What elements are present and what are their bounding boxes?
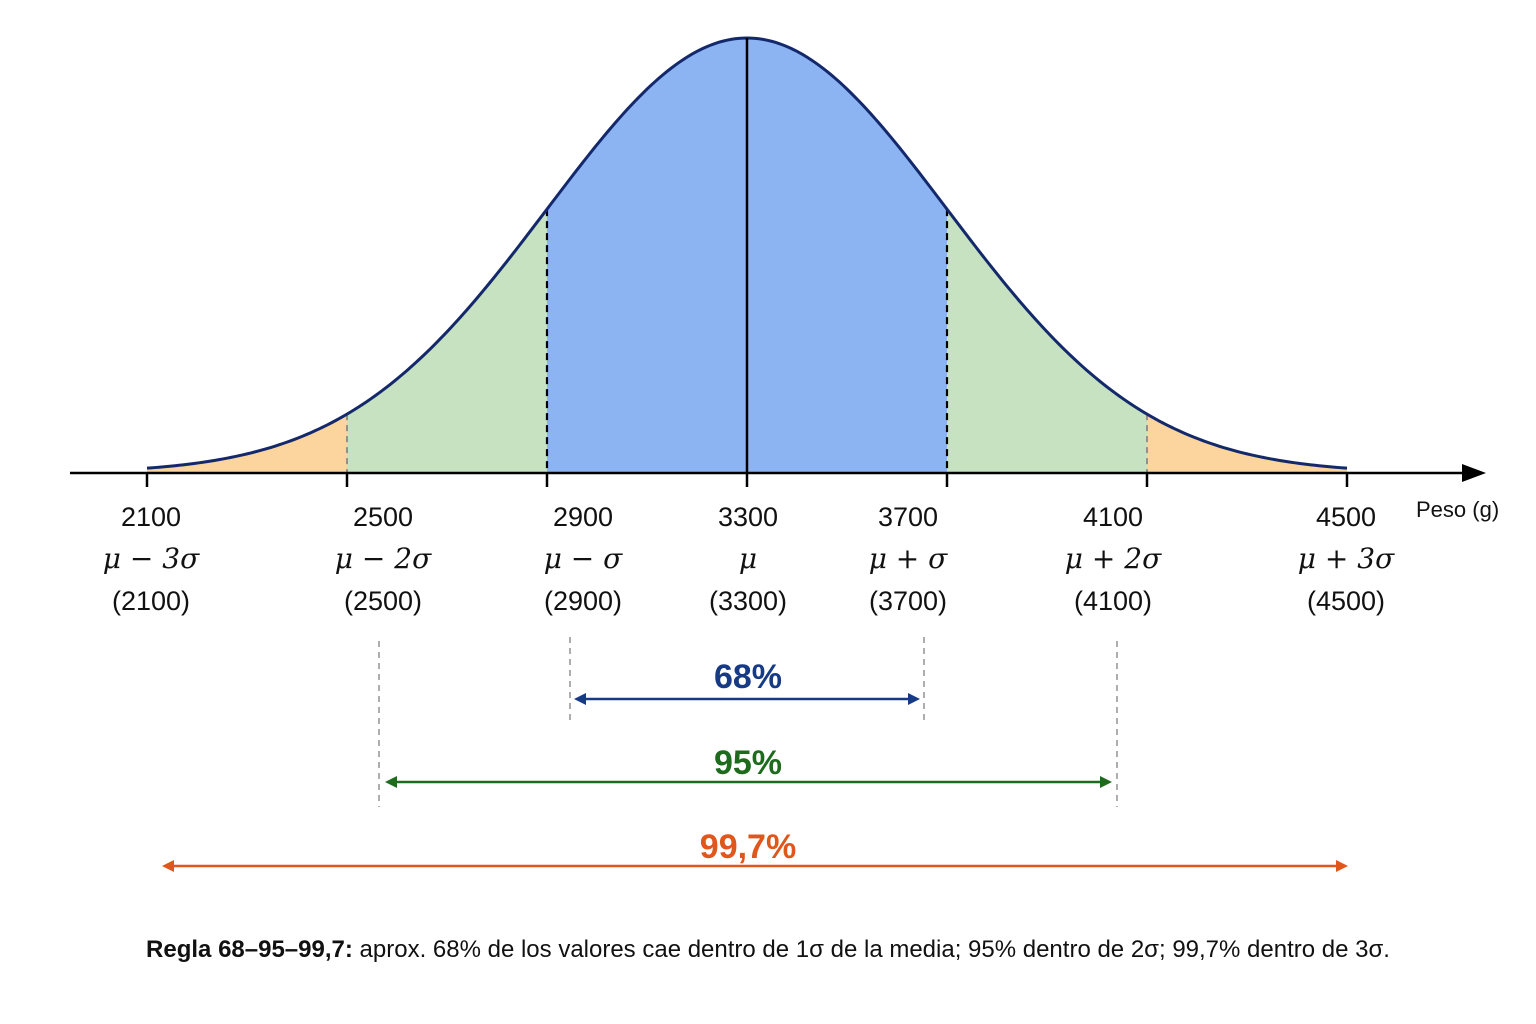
caption: Regla 68–95–99,7: aprox. 68% de los valo… xyxy=(0,936,1536,964)
x-axis-label: Peso (g) xyxy=(1416,497,1499,522)
x-axis: Peso (g) xyxy=(70,464,1499,522)
tick-symbol-2500: μ − 2σ xyxy=(335,542,432,575)
tick-symbol-3300: μ xyxy=(739,542,757,575)
tick-paren-2900: (2900) xyxy=(544,586,622,616)
interval-label-0: 68% xyxy=(714,658,782,696)
tick-paren-4100: (4100) xyxy=(1074,586,1152,616)
tick-value-4100: 4100 xyxy=(1083,502,1143,532)
tick-symbol-3700: μ + σ xyxy=(869,542,948,575)
tick-value-2900: 2900 xyxy=(553,502,613,532)
tick-symbol-4100: μ + 2σ xyxy=(1065,542,1162,575)
tick-symbol-4500: μ + 3σ xyxy=(1298,542,1395,575)
tick-value-2500: 2500 xyxy=(353,502,413,532)
tick-paren-2500: (2500) xyxy=(344,586,422,616)
interval-arrow-left-1 xyxy=(385,776,397,788)
caption-bold: Regla 68–95–99,7: xyxy=(146,936,353,963)
interval-arrow-right-1 xyxy=(1100,776,1112,788)
tick-value-3300: 3300 xyxy=(718,502,778,532)
tick-value-3700: 3700 xyxy=(878,502,938,532)
interval-arrow-right-0 xyxy=(908,693,920,705)
caption-text: aprox. 68% de los valores cae dentro de … xyxy=(352,936,1390,963)
interval-label-2: 99,7% xyxy=(700,828,796,866)
tick-symbol-2900: μ − σ xyxy=(544,542,623,575)
sd-lines xyxy=(346,209,1148,473)
tick-labels: 2100 μ − 3σ (2100) 2500 μ − 2σ (2500) 2900 μ − … xyxy=(103,473,1395,616)
interval-2: 99,7% xyxy=(162,828,1348,872)
area-band-3 xyxy=(147,414,347,473)
x-axis-arrowhead xyxy=(1462,464,1486,482)
interval-0: 68% xyxy=(569,637,925,722)
interval-arrows: 68% 95% 99,7% xyxy=(162,637,1348,872)
interval-label-1: 95% xyxy=(714,744,782,782)
area-band-4 xyxy=(1147,414,1347,473)
tick-paren-3300: (3300) xyxy=(709,586,787,616)
tick-value-4500: 4500 xyxy=(1316,502,1376,532)
tick-paren-4500: (4500) xyxy=(1307,586,1385,616)
interval-arrow-left-0 xyxy=(574,693,586,705)
tick-paren-2100: (2100) xyxy=(112,586,190,616)
tick-symbol-2100: μ − 3σ xyxy=(103,542,200,575)
interval-arrow-right-2 xyxy=(1336,860,1348,872)
interval-1: 95% xyxy=(378,641,1118,807)
tick-paren-3700: (3700) xyxy=(869,586,947,616)
tick-value-2100: 2100 xyxy=(121,502,181,532)
interval-arrow-left-2 xyxy=(162,860,174,872)
